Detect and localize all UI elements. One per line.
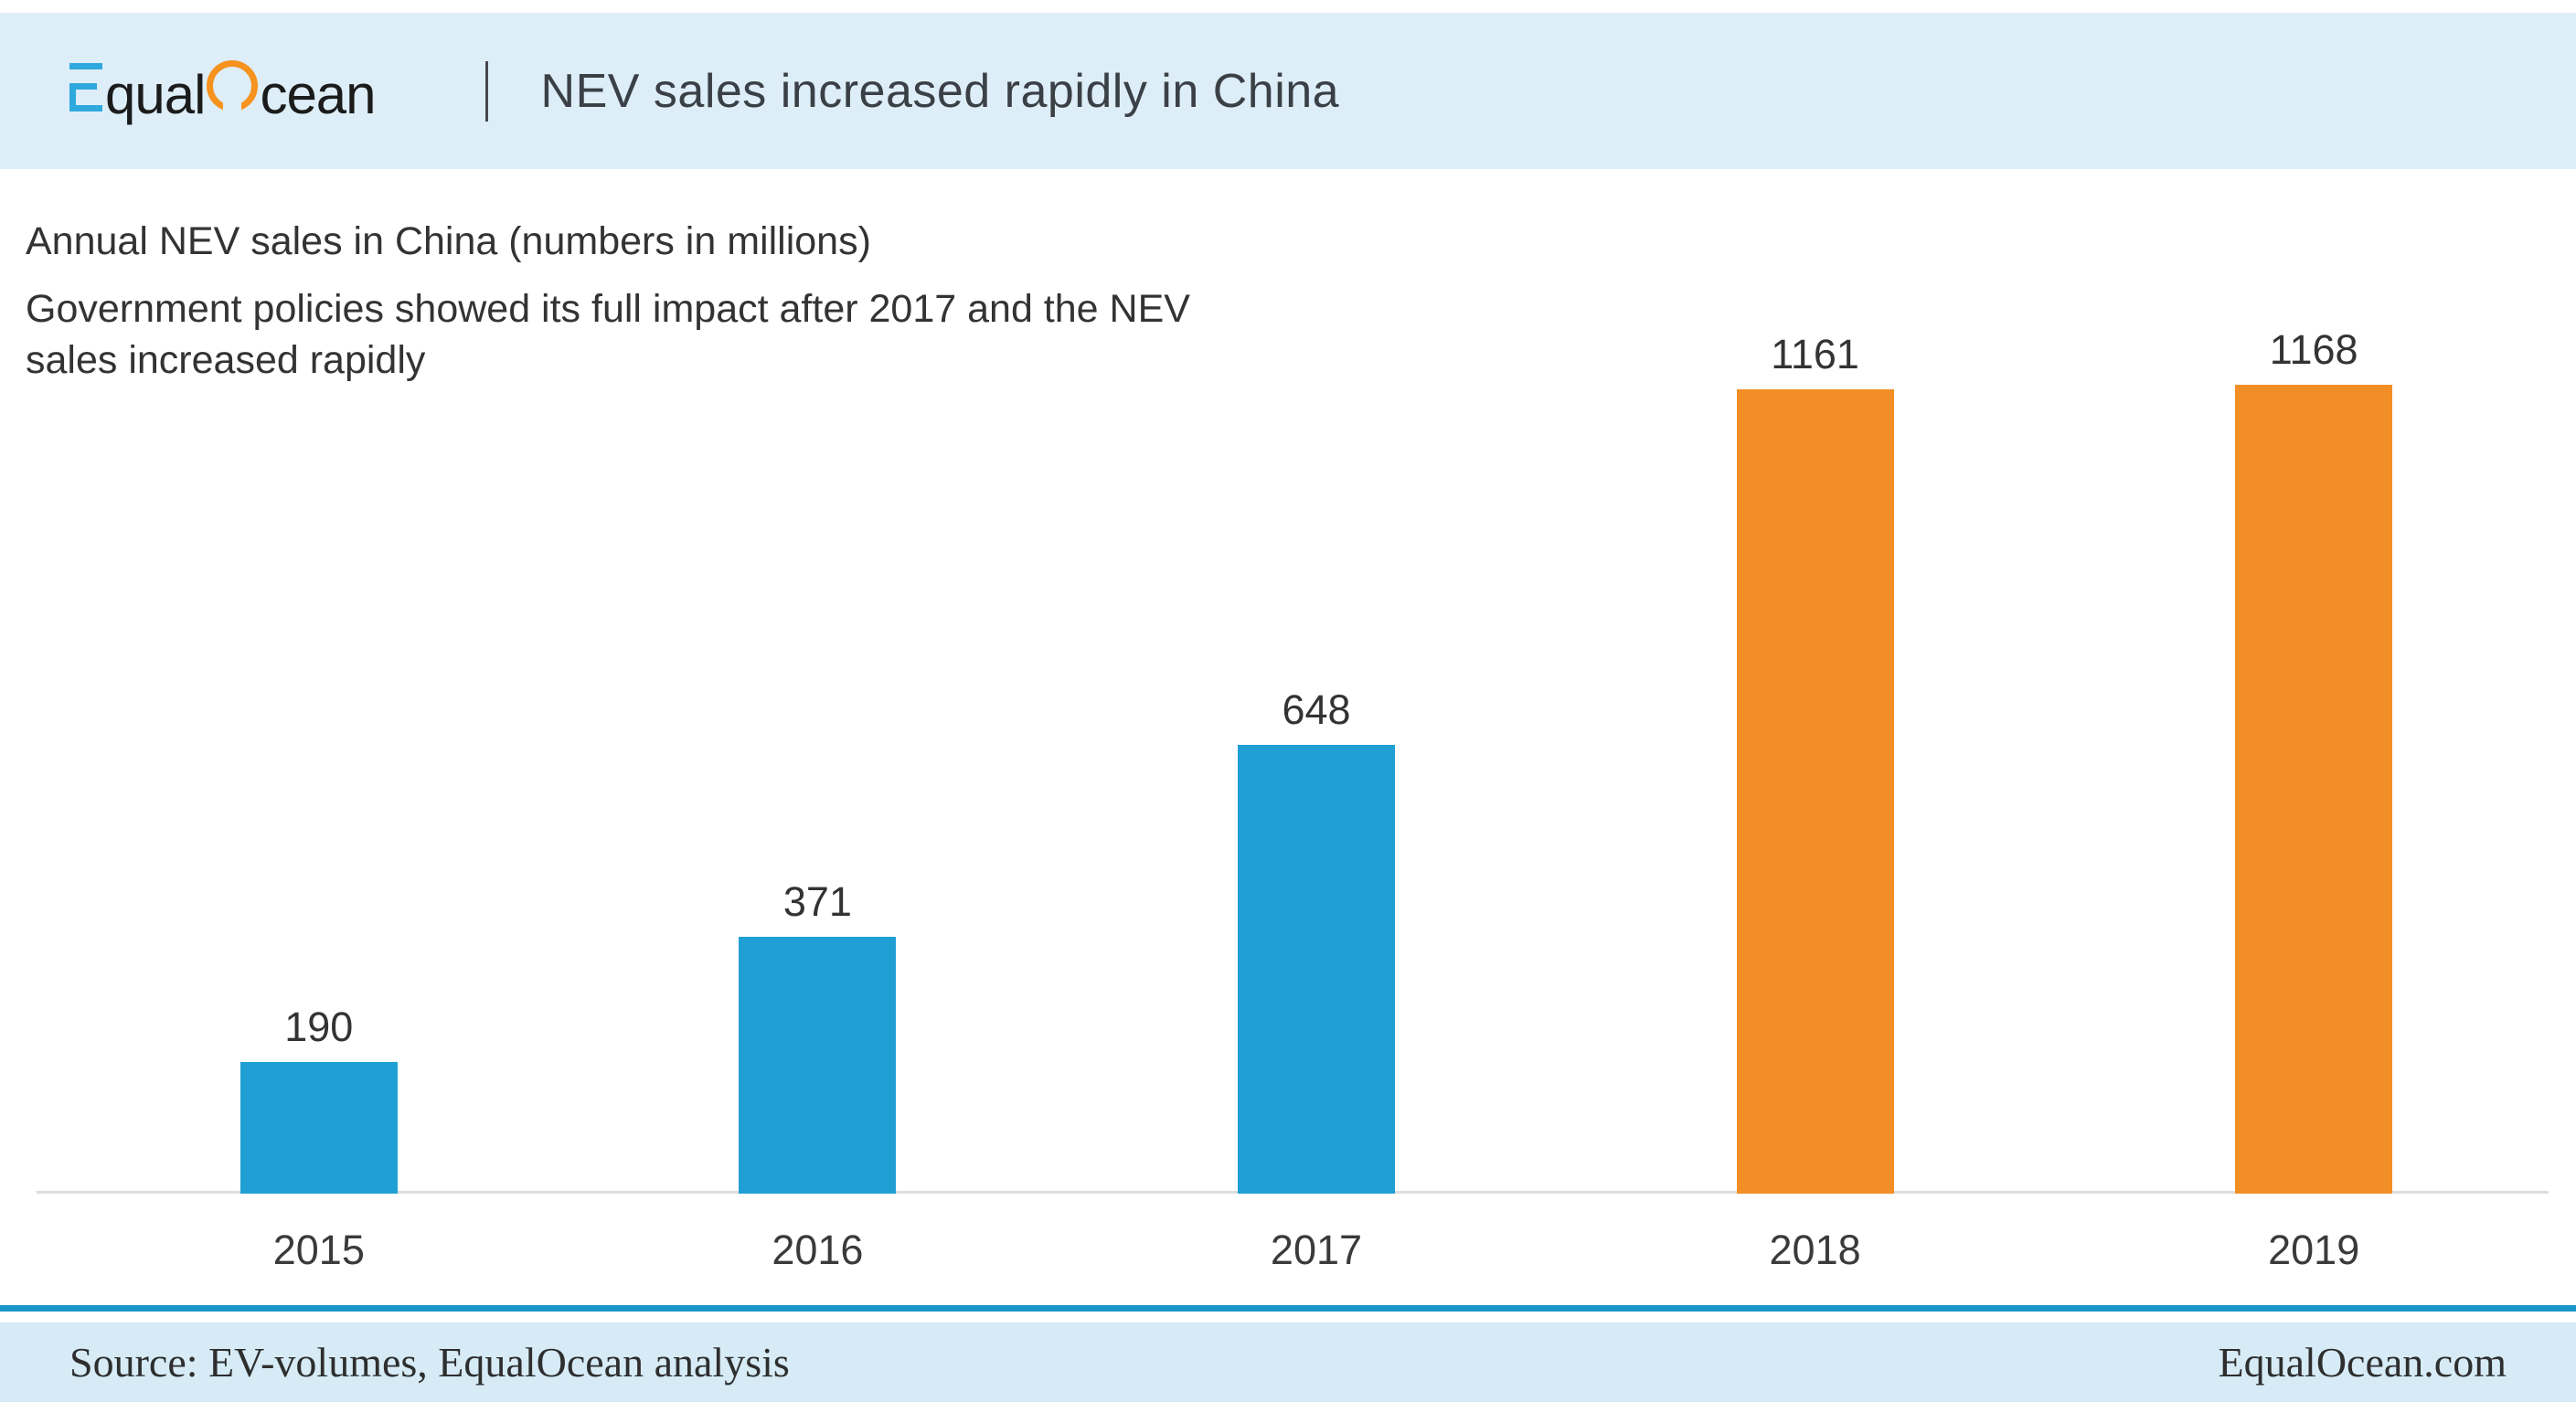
x-axis-label: 2015: [272, 1227, 365, 1273]
bar-2019: [2235, 385, 2393, 1194]
bar-column: 648: [1067, 689, 1566, 1194]
bar-2016: [739, 937, 897, 1194]
logo-e-top-bar: [69, 62, 102, 69]
page-title: NEV sales increased rapidly in China: [540, 64, 1340, 118]
logo-o-icon: [207, 59, 259, 112]
header-band: qual cean NEV sales increased rapidly in…: [0, 13, 2576, 169]
logo-text-cean: cean: [260, 63, 376, 125]
logo-e-mid-bar: [69, 82, 97, 90]
chart-subtitle: Government policies showed its full impa…: [26, 283, 1190, 386]
plot-columns: 190 371 648 1161 1168: [69, 329, 2563, 1194]
chart-subtitle-line-2: sales increased rapidly: [26, 338, 426, 382]
x-axis-label: 2016: [772, 1227, 864, 1273]
x-axis-label: 2017: [1270, 1227, 1363, 1273]
source-text: Source: EV-volumes, EqualOcean analysis: [69, 1339, 790, 1386]
chart-subtitle-line-1: Government policies showed its full impa…: [26, 287, 1190, 331]
x-axis-labels: 2015 2016 2017 2018 2019: [69, 1227, 2563, 1274]
bar-value-label: 190: [284, 1004, 354, 1050]
bar-2015: [240, 1062, 398, 1194]
site-text: EqualOcean.com: [2218, 1339, 2507, 1386]
bar-value-label: 1168: [2269, 326, 2358, 373]
bar-value-label: 1161: [1771, 331, 1859, 377]
bar-column: 371: [569, 881, 1068, 1194]
footer-band: Source: EV-volumes, EqualOcean analysis …: [0, 1322, 2576, 1402]
bar-column: 1168: [2064, 329, 2563, 1194]
x-axis-label: 2019: [2268, 1227, 2360, 1273]
bar-value-label: 648: [1282, 686, 1351, 733]
chart-title: Annual NEV sales in China (numbers in mi…: [26, 219, 871, 263]
bar-value-label: 371: [782, 878, 852, 925]
bar-column: 1161: [1566, 334, 2065, 1194]
logo-e-vertical-bar: [69, 82, 76, 112]
logo-e-bottom-bar: [69, 104, 102, 112]
x-axis-label: 2018: [1769, 1227, 1861, 1273]
header-divider: [484, 60, 488, 122]
logo-e-icon: [69, 62, 102, 112]
logo-text-qual: qual: [105, 63, 206, 125]
footer-rule: [0, 1305, 2576, 1312]
equalocean-logo: qual cean: [69, 59, 377, 125]
bar-2018: [1736, 389, 1894, 1194]
bar-2017: [1237, 745, 1395, 1194]
bar-column: 190: [69, 1006, 569, 1194]
